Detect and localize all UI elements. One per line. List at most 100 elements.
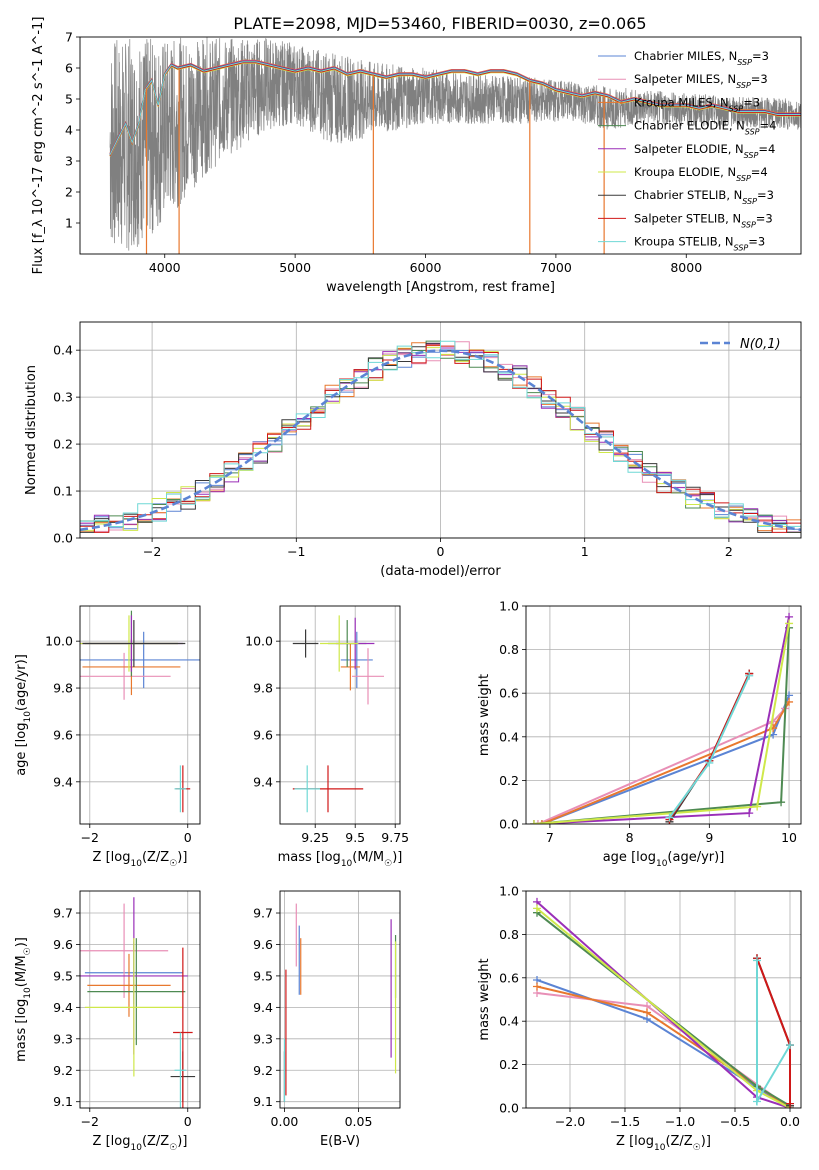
plot-area [80, 606, 200, 824]
series-line [536, 992, 791, 1108]
label-part: log [111, 1134, 131, 1149]
y-tick-label: 9.4 [253, 1000, 273, 1015]
series-marker [537, 820, 546, 824]
plot-area [280, 606, 400, 824]
label-part: Flux [f_λ 10^-17 erg cm^-2 s^-1 A^-1] [31, 17, 46, 275]
axes-frame [525, 605, 802, 825]
legend-value: =3 [743, 95, 760, 109]
legend-text: Salpeter STELIB, N [634, 211, 741, 225]
label-part: wavelength [Angstrom, rest frame] [326, 280, 555, 295]
label-part: log [14, 723, 29, 743]
x-tick-label: 2 [725, 544, 733, 559]
x-tick-label: −1.0 [665, 1114, 695, 1129]
y-tick-label: 4 [65, 123, 73, 138]
x-tick-label: 8 [626, 830, 634, 845]
x-axis-label: Z [log10(Z/Z☉)] [616, 1134, 711, 1153]
x-tick-label: 9 [705, 830, 713, 845]
legend-text: Salpeter MILES, N [634, 72, 736, 86]
axes-frame [79, 321, 802, 539]
x-axis-label: wavelength [Angstrom, rest frame] [326, 280, 555, 295]
axes-frame [525, 890, 802, 1109]
y-tick-label: 7 [65, 30, 73, 45]
y-tick-label: 2 [65, 185, 73, 200]
x-tick-label: 0.00 [271, 1114, 299, 1129]
label-subscript: 10 [654, 1143, 666, 1153]
y-tick-label: 9.1 [253, 1094, 273, 1109]
legend-subscript: SSP [744, 150, 759, 159]
y-tick-label: 0.2 [53, 437, 73, 452]
axes-frame [79, 36, 802, 255]
label-part: age [ [603, 850, 636, 865]
y-tick-label: 0.0 [53, 531, 73, 546]
series-marker [643, 1008, 651, 1017]
label-part: )] [177, 1134, 187, 1149]
legend-label: Salpeter STELIB, NSSP=3 [634, 211, 773, 229]
y-tick-label: 0.8 [499, 927, 519, 942]
legend-label: Kroupa MILES, NSSP=3 [634, 95, 760, 113]
label-part: Normed distribution [24, 365, 39, 495]
y-tick-label: 1 [65, 216, 73, 231]
y-tick-label: 9.2 [253, 1063, 273, 1078]
legend-subscript: SSP [734, 243, 749, 252]
legend-label: Chabrier STELIB, NSSP=3 [634, 188, 774, 206]
y-tick-label: 9.6 [53, 727, 73, 742]
axes-frame [279, 890, 401, 1109]
series-marker [753, 1097, 761, 1106]
y-tick-label: 3 [65, 154, 73, 169]
x-axis-label: Z [log10(Z/Z☉)] [93, 850, 188, 869]
y-tick-label: 0.6 [499, 970, 519, 985]
x-tick-label: −1.5 [610, 1114, 640, 1129]
y-tick-label: 1.0 [499, 599, 519, 614]
label-part: E(B-V) [320, 1134, 360, 1149]
label-part: )] [392, 850, 402, 865]
panel-age-vs-Z: −2 09.49.69.810.0Z [log10(Z/Z☉)]age [log1… [14, 605, 201, 869]
y-tick-label: 0.3 [53, 390, 73, 405]
label-part: mass weight [477, 958, 492, 1040]
x-tick-label: 10 [781, 830, 797, 845]
label-part: log [111, 850, 131, 865]
series-line [536, 979, 791, 1108]
legend-label: Chabrier MILES, NSSP=3 [634, 49, 769, 67]
spectrum-model-line [109, 62, 801, 157]
series-marker [745, 671, 754, 680]
x-tick-label: 0 [184, 1114, 192, 1129]
series-marker [533, 982, 541, 991]
label-part: ☉ [169, 859, 177, 869]
label-subscript: 10 [656, 859, 668, 869]
legend-label: Chabrier ELODIE, NSSP=4 [634, 119, 776, 137]
series-line [533, 623, 790, 824]
label-part: (data-model)/error [380, 564, 501, 579]
series-marker [786, 1099, 794, 1108]
series-line [536, 985, 791, 1108]
series-marker [777, 798, 786, 807]
plot-area [526, 606, 801, 824]
y-tick-label: 9.1 [53, 1094, 73, 1109]
label-subscript: 10 [131, 1143, 143, 1153]
x-tick-label: −1 [287, 544, 305, 559]
legend-text: Chabrier MILES, N [634, 49, 737, 63]
legend-subscript: SSP [736, 174, 751, 183]
label-part: mass [ [14, 1019, 29, 1062]
series-line [536, 911, 791, 1107]
y-tick-label: 9.6 [53, 937, 73, 952]
y-tick-label: 0.8 [499, 642, 519, 657]
label-part: (M/M [14, 955, 29, 987]
legend-value: =3 [757, 188, 774, 202]
axes-frame [279, 605, 401, 825]
y-tick-label: 9.6 [253, 937, 273, 952]
y-tick-label: 9.3 [253, 1031, 273, 1046]
series-line [536, 907, 791, 1108]
series-marker [745, 809, 754, 818]
legend-text: Salpeter ELODIE, N [634, 142, 744, 156]
plot-area [80, 322, 801, 538]
series-marker [753, 956, 761, 965]
x-tick-label: −2 [81, 830, 99, 845]
panel-residuals: −2 −1 0 1 2 0.0 0.1 0.2 0.3 0.4 (data-model)/error… [24, 321, 802, 579]
y-axis-label: mass weight [477, 674, 492, 756]
x-tick-label: −2 [81, 1114, 99, 1129]
y-tick-label: 9.8 [53, 681, 73, 696]
label-part: log [321, 850, 341, 865]
legend-value: =4 [751, 165, 768, 179]
legend-value: =3 [752, 49, 769, 63]
